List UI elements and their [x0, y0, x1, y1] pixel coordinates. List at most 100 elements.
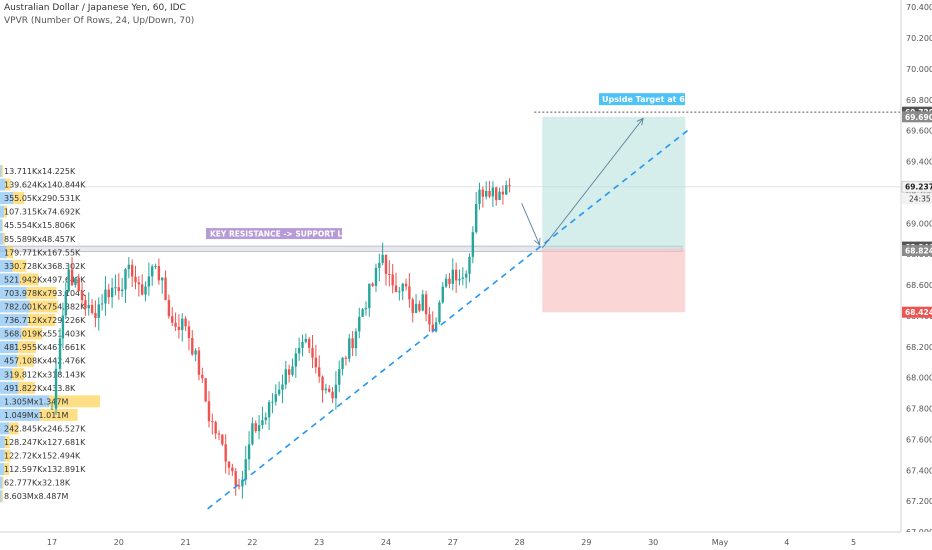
candle-body [234, 471, 237, 486]
vp-bar-up [0, 436, 5, 448]
candle-body [334, 384, 338, 399]
y-tick-label: 69.000 [906, 219, 932, 228]
candle [314, 344, 318, 374]
candle-body [287, 369, 291, 375]
candle [124, 268, 127, 304]
x-tick-label: 27 [448, 538, 458, 547]
candle [54, 358, 58, 415]
vp-row: 319.812Kx318.143K [0, 368, 86, 381]
candle-body [307, 338, 311, 348]
vp-row: 330.728Kx368.302K [0, 259, 86, 272]
candle-body [505, 185, 508, 195]
vp-bar-down [1, 165, 3, 177]
candle [441, 282, 444, 304]
candle [58, 328, 62, 374]
vp-bar-up [0, 273, 20, 286]
candle [424, 290, 428, 322]
price-tag-text: 69.237 [905, 183, 932, 192]
candle-body [488, 190, 491, 197]
candle [444, 274, 448, 289]
vp-label: 112.597Kx132.891K [4, 465, 86, 474]
candle-body [124, 269, 127, 290]
candle [247, 431, 251, 471]
candle [64, 282, 68, 320]
candle-body [274, 394, 277, 402]
resistance-label-text: KEY RESISTANCE -> SUPPORT LEVEL [210, 230, 363, 239]
candle [197, 346, 201, 381]
y-tick-label: 70.000 [906, 65, 932, 74]
vp-row: 703.978Kx793.104K [0, 286, 86, 299]
candle-body [54, 368, 58, 409]
vp-bar-up [0, 422, 10, 435]
candle [61, 302, 65, 349]
candle [508, 178, 511, 193]
price-axis-bg [901, 0, 932, 532]
vp-row: 568.019Kx551.403K [0, 327, 86, 340]
price-tag: 68.824 [902, 244, 932, 256]
candle [448, 272, 451, 289]
candle [157, 258, 161, 285]
vp-label: 1.305Mx1.347M [4, 397, 68, 406]
vp-bar-up [0, 314, 28, 327]
vp-label: 355.05Kx290.531K [4, 194, 81, 203]
candle-body [114, 287, 117, 289]
candle [428, 306, 431, 332]
vp-bar-down [2, 476, 4, 489]
vp-bar-down [39, 408, 78, 421]
vp-row: 1.305Mx1.347M [0, 395, 100, 408]
candle-body [348, 338, 351, 359]
vp-row: 62.777Kx32.18K [0, 476, 71, 489]
candle [301, 334, 304, 357]
target-label: Upside Target at 69.72 [599, 93, 705, 106]
countdown-bg [902, 193, 932, 205]
vp-bar-up [0, 327, 22, 340]
candle-body [441, 286, 444, 303]
candle [87, 292, 90, 316]
candle-body [318, 367, 321, 377]
vp-bar-up [0, 178, 6, 191]
x-tick-label: 30 [648, 538, 658, 547]
y-tick-label: 68.600 [906, 281, 932, 290]
candle [414, 294, 418, 314]
candle [80, 282, 84, 307]
candle-body [501, 191, 505, 195]
vp-row: 355.05Kx290.531K [0, 192, 81, 205]
candle-body [271, 401, 274, 403]
vp-row: 1.049Mx1.011M [0, 408, 78, 421]
vp-bar-up [0, 205, 5, 218]
candle-body [217, 433, 221, 435]
price-tag: 68.424 [902, 306, 932, 318]
candle [137, 276, 141, 297]
candle-body [110, 287, 114, 298]
candle-body [201, 374, 204, 379]
vp-bar-down [4, 205, 7, 218]
candle [374, 263, 378, 292]
candle-body [227, 461, 231, 468]
price-tag-text: 69.690 [905, 113, 932, 122]
candle-body [404, 283, 408, 287]
candle-body [281, 384, 284, 390]
vp-bar-up [0, 232, 4, 245]
candle-body [411, 299, 414, 313]
candle-body [157, 265, 161, 281]
vp-bar-up [0, 354, 18, 367]
candle [454, 262, 458, 293]
target-arrow-shaft [541, 118, 644, 249]
candle [351, 331, 354, 357]
candle [144, 281, 147, 302]
candle [291, 358, 294, 377]
resistance-label-bg [206, 228, 342, 240]
candle [431, 311, 434, 333]
candle [421, 289, 424, 312]
candle-body [331, 391, 334, 399]
candle-body [361, 309, 364, 317]
candle-body [421, 294, 424, 311]
candle-body [448, 278, 451, 284]
candle [338, 360, 341, 393]
candle [181, 313, 184, 342]
chart-title: Australian Dollar / Japanese Yen, 60, ID… [4, 3, 186, 13]
candle [217, 430, 221, 441]
candle-body [147, 276, 151, 287]
candle-body [257, 425, 261, 432]
